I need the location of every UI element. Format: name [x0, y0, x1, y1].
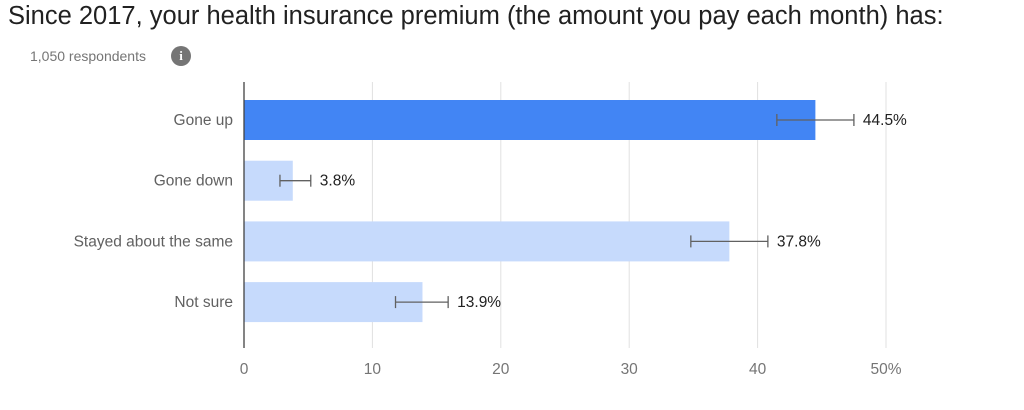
category-label: Gone up: [174, 112, 233, 129]
x-tick-label: 30: [621, 361, 639, 378]
info-icon[interactable]: i: [171, 46, 191, 66]
x-tick-label: 20: [492, 361, 510, 378]
bar: [244, 100, 816, 140]
respondent-count: 1,050 respondents: [30, 48, 146, 64]
x-tick-label: 50%: [870, 361, 901, 378]
chart-title: Since 2017, your health insurance premiu…: [8, 2, 944, 30]
category-label: Gone down: [154, 173, 233, 190]
value-label: 3.8%: [320, 173, 356, 190]
x-tick-label: 40: [749, 361, 767, 378]
bar: [244, 221, 730, 262]
value-label: 13.9%: [457, 294, 501, 311]
category-label: Stayed about the same: [74, 233, 233, 250]
category-label: Not sure: [174, 294, 233, 311]
bar: [244, 282, 423, 323]
value-label: 44.5%: [863, 112, 907, 129]
value-label: 37.8%: [777, 233, 821, 250]
x-tick-label: 0: [240, 361, 249, 378]
x-tick-label: 10: [364, 361, 382, 378]
